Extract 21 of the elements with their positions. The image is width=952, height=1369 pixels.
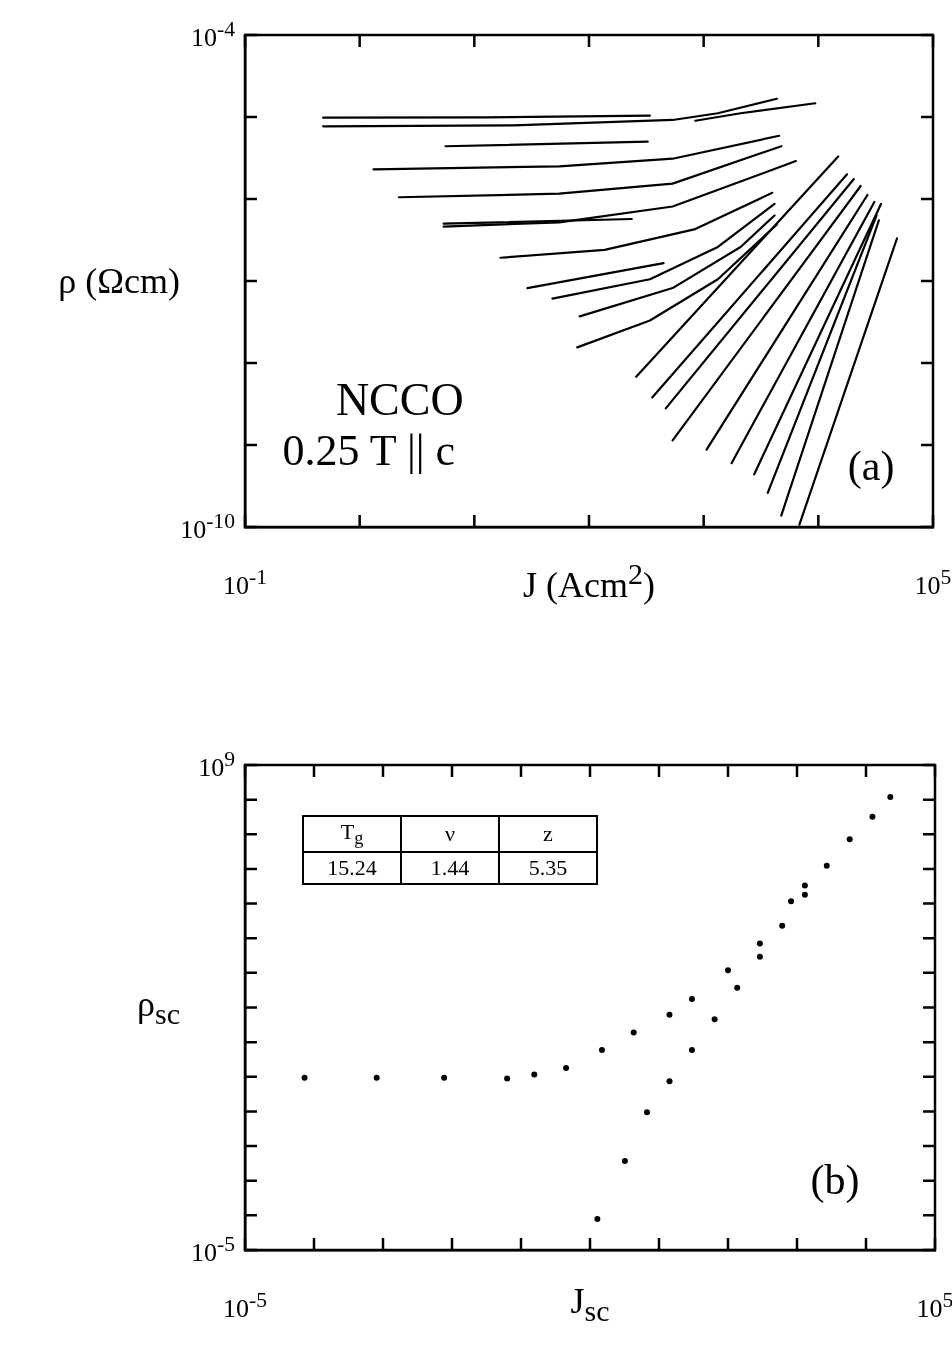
y-axis-title: ρ$_{sc}$ [137, 983, 180, 1032]
annotation: ν [401, 816, 499, 853]
annotation: (a) [847, 441, 895, 490]
x-axis-title: J$_{sc}$ [570, 1280, 610, 1329]
annotation: z [499, 816, 597, 853]
annotation: 5.35 [499, 852, 597, 885]
annotation: (b) [810, 1156, 860, 1205]
y-tick-label: 10$^{-5}$ [190, 1232, 235, 1268]
annotation: 15.24 [303, 852, 401, 885]
x-axis-title: J (Acm$^{2}$) [523, 557, 655, 606]
annotation: T$_{g}$ [303, 816, 401, 853]
x-tick-label: 10$^{5}$ [914, 565, 952, 601]
y-tick-label: 10$^{9}$ [198, 747, 235, 783]
y-axis-title: ρ (Ωcm) [58, 260, 180, 302]
x-tick-label: 10$^{5}$ [916, 1288, 952, 1324]
annotation: 0.25 T || c [282, 425, 456, 477]
annotation: NCCO [335, 372, 464, 426]
y-tick-label: 10$^{-4}$ [190, 17, 235, 53]
x-tick-label: 10$^{-1}$ [222, 565, 268, 601]
annotation: 1.44 [401, 852, 499, 885]
y-tick-label: 10$^{-10}$ [180, 509, 235, 545]
